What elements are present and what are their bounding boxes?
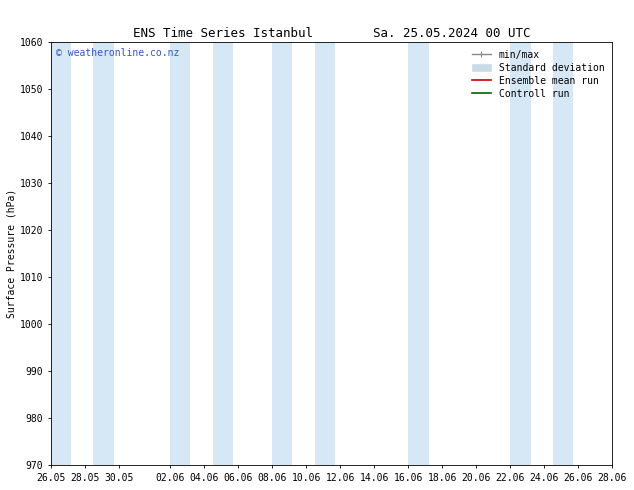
Bar — [93, 42, 114, 466]
Bar — [51, 42, 71, 466]
Bar — [170, 42, 190, 466]
Bar — [272, 42, 292, 466]
Bar — [553, 42, 573, 466]
Bar — [408, 42, 429, 466]
Bar — [212, 42, 233, 466]
Y-axis label: Surface Pressure (hPa): Surface Pressure (hPa) — [7, 189, 17, 318]
Legend: min/max, Standard deviation, Ensemble mean run, Controll run: min/max, Standard deviation, Ensemble me… — [469, 47, 607, 101]
Bar — [510, 42, 531, 466]
Title: ENS Time Series Istanbul        Sa. 25.05.2024 00 UTC: ENS Time Series Istanbul Sa. 25.05.2024 … — [133, 26, 531, 40]
Text: © weatheronline.co.nz: © weatheronline.co.nz — [56, 49, 180, 58]
Bar — [314, 42, 335, 466]
